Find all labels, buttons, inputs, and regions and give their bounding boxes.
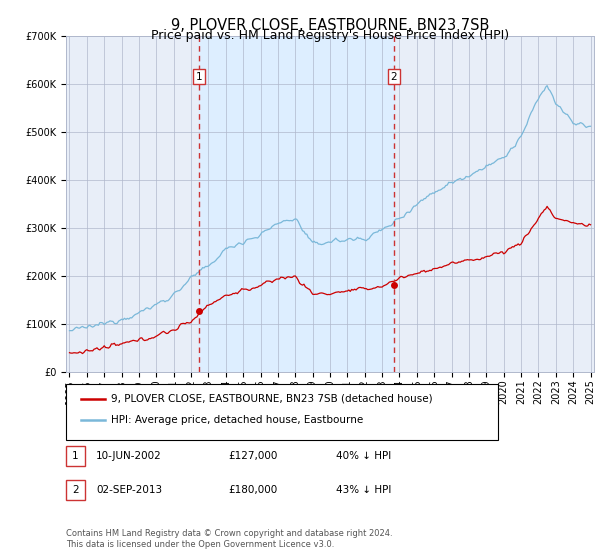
Text: £180,000: £180,000 xyxy=(228,485,277,495)
Text: 2: 2 xyxy=(72,485,79,495)
Bar xyxy=(199,36,394,371)
Text: 40% ↓ HPI: 40% ↓ HPI xyxy=(336,451,391,461)
Text: 9, PLOVER CLOSE, EASTBOURNE, BN23 7SB (detached house): 9, PLOVER CLOSE, EASTBOURNE, BN23 7SB (d… xyxy=(111,394,433,404)
Text: 43% ↓ HPI: 43% ↓ HPI xyxy=(336,485,391,495)
Text: Contains HM Land Registry data © Crown copyright and database right 2024.
This d: Contains HM Land Registry data © Crown c… xyxy=(66,529,392,549)
Text: £127,000: £127,000 xyxy=(228,451,277,461)
Text: 10-JUN-2002: 10-JUN-2002 xyxy=(96,451,162,461)
Text: HPI: Average price, detached house, Eastbourne: HPI: Average price, detached house, East… xyxy=(111,415,363,425)
Text: 9, PLOVER CLOSE, EASTBOURNE, BN23 7SB: 9, PLOVER CLOSE, EASTBOURNE, BN23 7SB xyxy=(171,18,489,33)
Text: 1: 1 xyxy=(196,72,202,82)
Text: Price paid vs. HM Land Registry's House Price Index (HPI): Price paid vs. HM Land Registry's House … xyxy=(151,29,509,42)
Text: 02-SEP-2013: 02-SEP-2013 xyxy=(96,485,162,495)
Text: 1: 1 xyxy=(72,451,79,461)
Text: 2: 2 xyxy=(391,72,397,82)
